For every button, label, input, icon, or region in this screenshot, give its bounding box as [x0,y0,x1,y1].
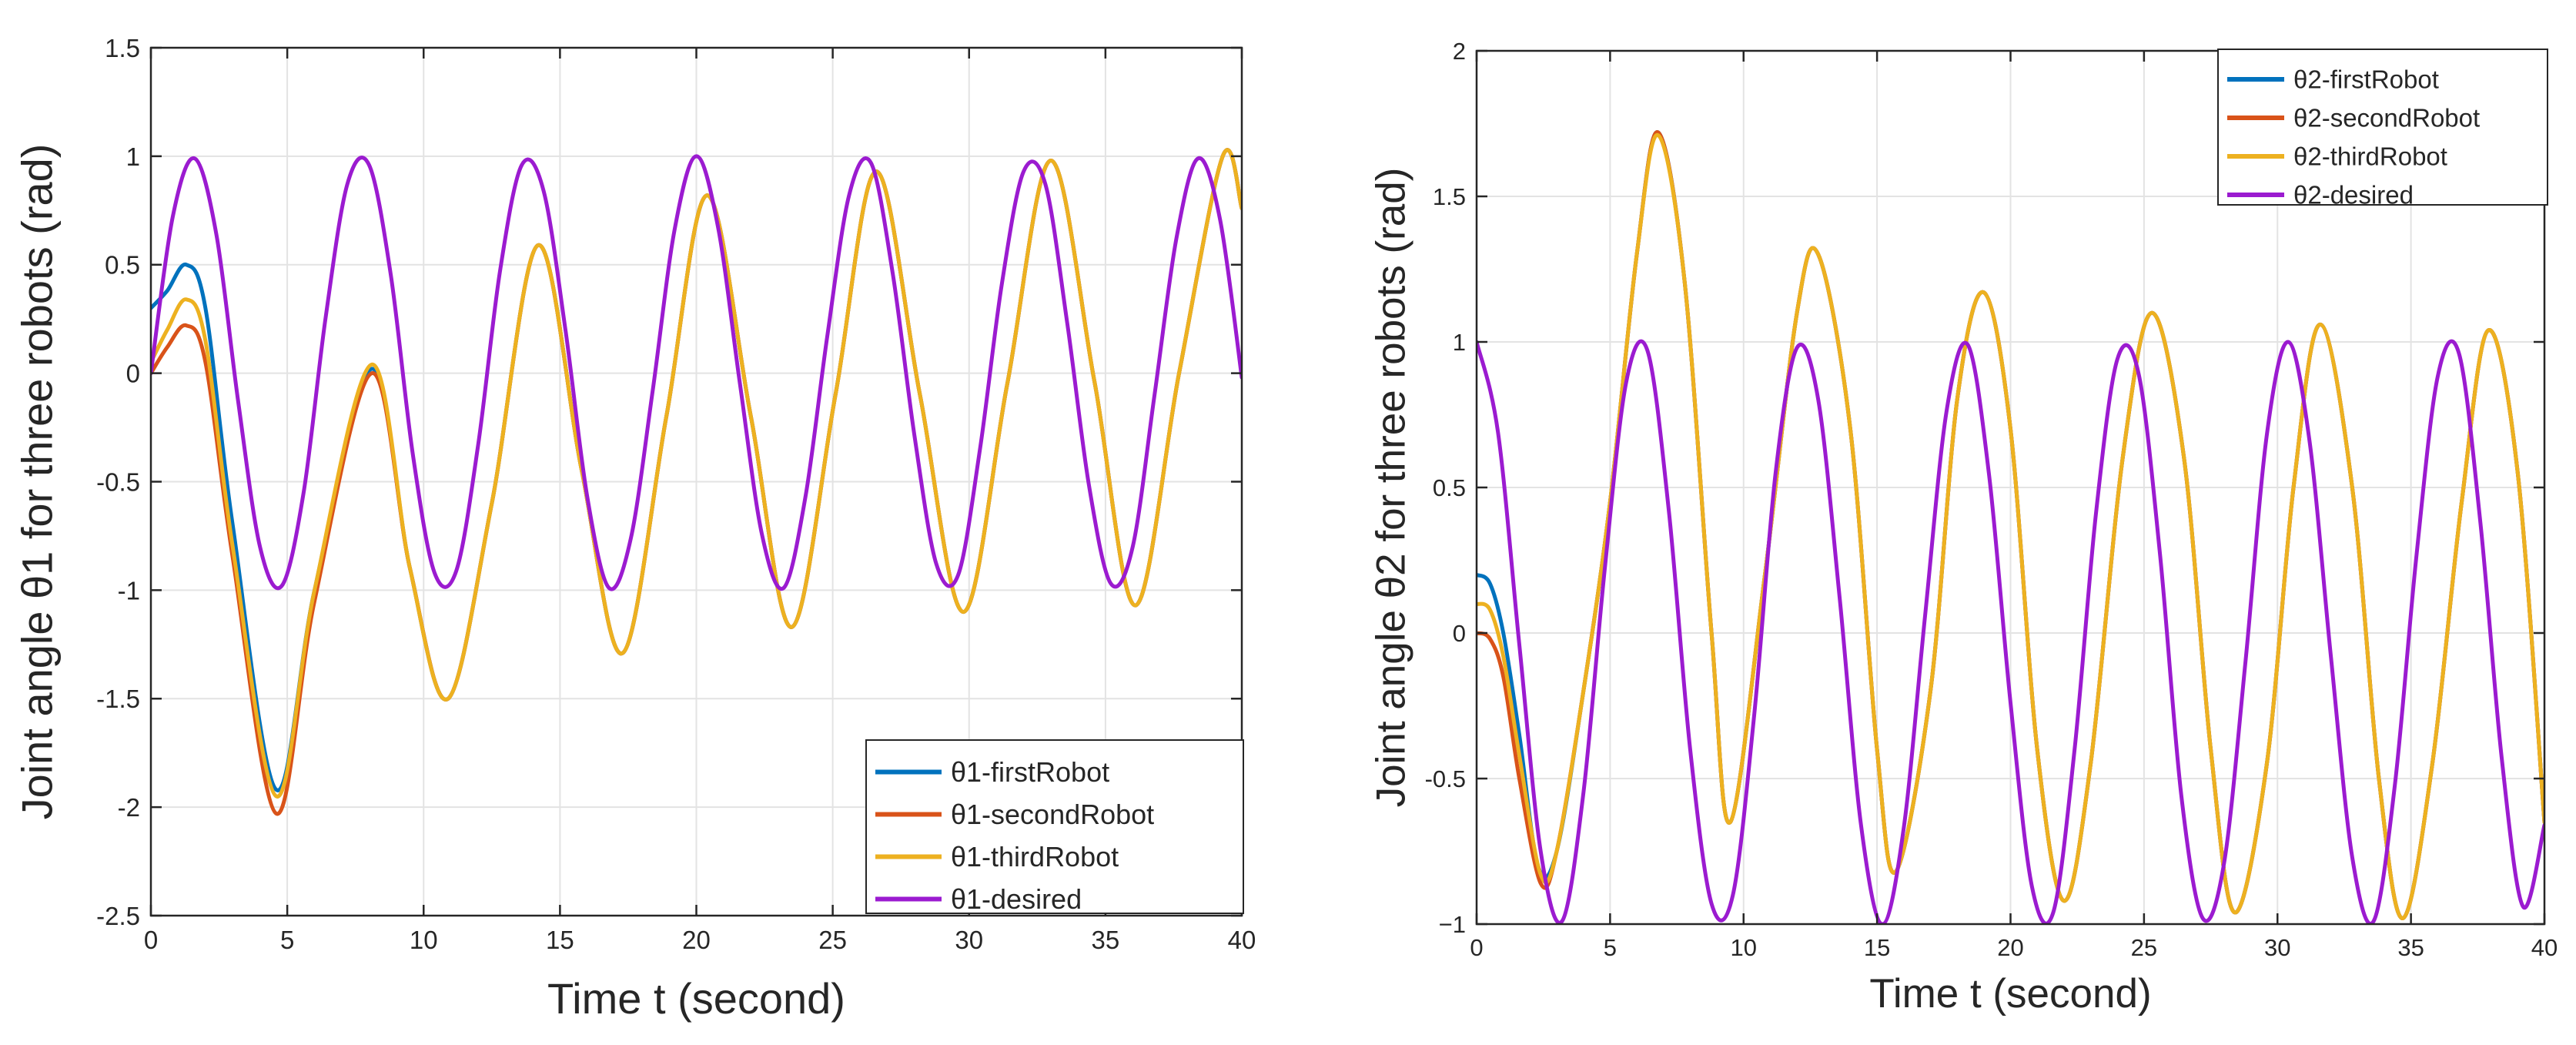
legend-label-1: θ1-secondRobot [951,799,1154,830]
x-tick-label: 40 [2531,934,2558,961]
legend: θ1-firstRobot θ1-secondRobot θ1-thirdRobot… [865,739,1244,915]
y-tick-label: 0.5 [105,251,140,280]
x-tick-label: 35 [1092,926,1120,954]
y-tick-label: 0.5 [1433,474,1466,501]
x-axis-label: Time t (second) [1869,971,2151,1017]
legend-label-2: θ2-thirdRobot [2293,142,2447,171]
series-line-3 [151,154,1242,591]
y-tick-label: −1 [1439,911,1466,938]
theta1-chart: 0 5 10 15 20 25 30 35 40 -2.5 -2 -1.5 -1 -0.5 0 0.5 1 1.5… [13,34,1256,1023]
x-tick-label: 5 [1604,934,1617,961]
x-tick-label: 25 [818,926,847,954]
x-tick-label: 10 [1731,934,1757,961]
y-tick-label: 1 [1453,329,1466,356]
legend-label-3: θ2-desired [2293,181,2414,209]
x-tick-label: 0 [144,926,158,954]
legend-label-2: θ1-thirdRobot [951,841,1119,873]
x-tick-label: 20 [1997,934,2023,961]
y-tick-label: -0.5 [96,467,140,496]
x-tick-label: 40 [1228,926,1256,954]
y-tick-label: -2 [118,793,140,822]
series-line-2 [151,148,1242,799]
y-tick-label: -1 [118,576,140,605]
y-tick-label: 0 [1453,620,1466,647]
x-tick-label: 35 [2397,934,2424,961]
y-axis-label: Joint angle θ1 for three robots (rad) [13,144,62,820]
theta2-chart: 0 5 10 15 20 25 30 35 40 −1 -0.5 0 0.5 1 1.5 2 Time t (s… [1369,38,2558,1017]
x-tick-label: 15 [546,926,574,954]
y-tick-label: -1.5 [96,685,140,713]
x-tick-label: 10 [410,926,438,954]
x-tick-label: 0 [1470,934,1483,961]
legend-label-0: θ2-firstRobot [2293,65,2439,94]
x-tick-label: 25 [2131,934,2157,961]
y-tick-label: -2.5 [96,902,140,930]
y-axis-label: Joint angle θ2 for three robots (rad) [1369,168,1414,808]
legend: θ2-firstRobot θ2-secondRobot θ2-thirdRobot… [2217,49,2548,209]
series-group [151,148,1242,816]
legend-label-3: θ1-desired [951,883,1082,915]
legend-label-0: θ1-firstRobot [951,756,1109,788]
y-tick-label: 1.5 [105,34,140,62]
y-tick-label: -0.5 [1425,765,1466,792]
x-axis-label: Time t (second) [547,974,845,1023]
series-line-2 [1477,133,2544,920]
series-group [1477,130,2544,924]
x-tick-label: 20 [682,926,711,954]
series-line-3 [1477,339,2544,924]
legend-label-1: θ2-secondRobot [2293,104,2480,132]
x-tick-label: 5 [280,926,294,954]
legend-box [2217,49,2548,206]
x-tick-label: 30 [955,926,983,954]
x-tick-label: 15 [1864,934,1890,961]
y-tick-label: 0 [126,360,140,388]
y-tick-label: 1.5 [1433,183,1466,210]
legend-box [865,739,1244,914]
y-tick-label: 2 [1453,38,1466,65]
x-tick-label: 30 [2264,934,2290,961]
y-tick-label: 1 [126,142,140,171]
